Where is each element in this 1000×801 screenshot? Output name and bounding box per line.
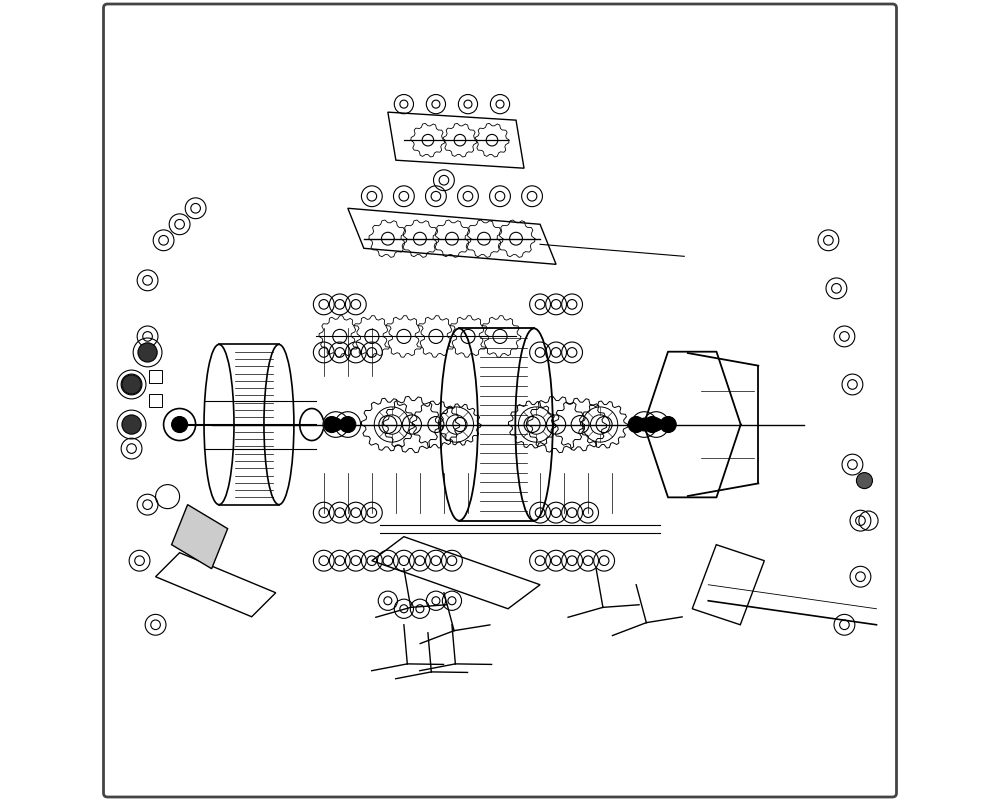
Circle shape	[644, 417, 660, 433]
Circle shape	[341, 418, 354, 431]
Circle shape	[650, 418, 663, 431]
Bar	[149, 394, 162, 407]
Polygon shape	[644, 352, 741, 497]
Circle shape	[172, 417, 188, 433]
Circle shape	[122, 375, 141, 394]
Circle shape	[856, 473, 872, 489]
Circle shape	[329, 418, 342, 431]
Circle shape	[660, 417, 676, 433]
Circle shape	[324, 417, 340, 433]
Bar	[149, 370, 162, 383]
Polygon shape	[172, 505, 228, 569]
Circle shape	[628, 417, 644, 433]
FancyBboxPatch shape	[104, 4, 896, 797]
Circle shape	[340, 417, 356, 433]
Circle shape	[138, 343, 157, 362]
Circle shape	[122, 415, 141, 434]
Circle shape	[638, 418, 651, 431]
